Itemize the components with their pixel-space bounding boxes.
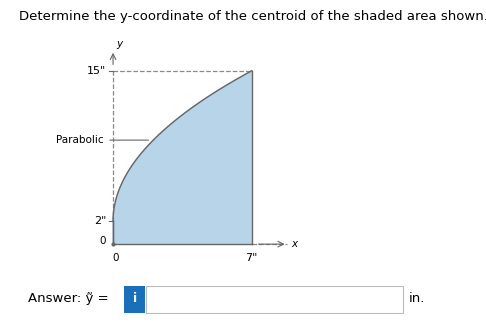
Text: 0: 0	[100, 236, 106, 246]
Text: 0: 0	[113, 253, 119, 263]
Text: 2": 2"	[94, 216, 106, 226]
Polygon shape	[113, 71, 252, 244]
Text: 7": 7"	[245, 253, 258, 263]
Text: y: y	[116, 39, 122, 49]
Text: Determine the y-coordinate of the centroid of the shaded area shown.: Determine the y-coordinate of the centro…	[19, 10, 486, 23]
Text: Answer: ỹ =: Answer: ỹ =	[28, 292, 109, 305]
FancyBboxPatch shape	[146, 286, 402, 313]
Text: 15": 15"	[87, 66, 106, 76]
Text: i: i	[133, 292, 137, 305]
FancyBboxPatch shape	[124, 286, 145, 313]
Text: x: x	[292, 239, 297, 249]
Text: Parabolic: Parabolic	[55, 135, 103, 145]
Text: in.: in.	[409, 292, 425, 305]
